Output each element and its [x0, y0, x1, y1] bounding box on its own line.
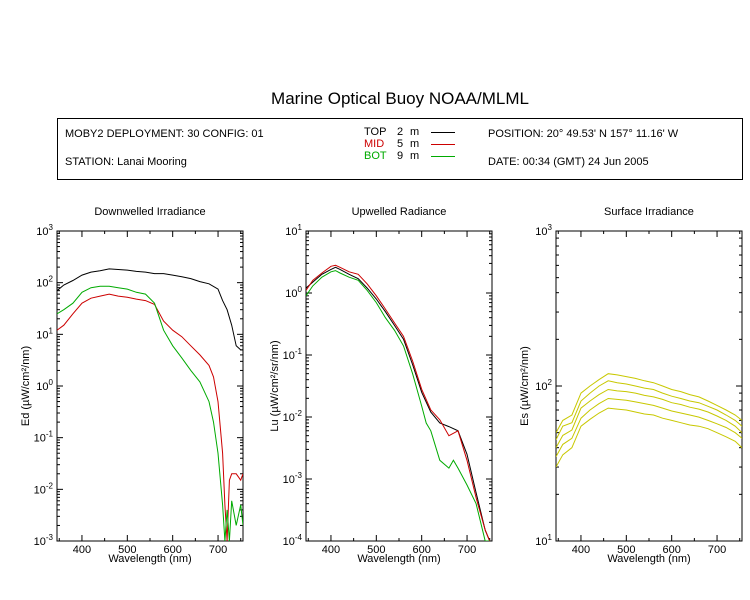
chart-title: Upwelled Radiance: [352, 206, 447, 218]
y-tick-label: 101: [36, 326, 53, 341]
chart-2: Surface Irradiance 101 102 103 400 500 600 700 W…: [519, 206, 743, 565]
x-tick-label: 700: [708, 544, 726, 556]
chart-1: Upwelled Radiance 10-4 10-3 10-2 10-1 100 101 4…: [269, 206, 493, 565]
y-axis-label: Lu (µW/cm²/sr/nm): [269, 340, 281, 431]
legend-mid-unit: m: [410, 138, 420, 150]
series-line-top: [57, 268, 243, 351]
series-line-bot: [57, 285, 243, 541]
x-tick-label: 700: [209, 544, 227, 556]
legend-bot-name: BOT: [364, 150, 387, 162]
y-tick-label: 102: [535, 378, 552, 393]
x-tick-label: 400: [572, 544, 590, 556]
legend-top-depth: 2: [397, 126, 404, 138]
x-tick-label: 600: [413, 544, 431, 556]
legend-mid-depth: 5: [397, 138, 404, 150]
y-tick-label: 100: [285, 285, 302, 300]
legend-mid-line: [431, 144, 455, 145]
x-tick-label: 400: [322, 544, 340, 556]
y-tick-label: 10-1: [34, 430, 54, 445]
chart-0: Downwelled Irradiance 10-3 10-2 10-1 100 101 1…: [20, 206, 244, 565]
plot-frame: [305, 230, 493, 542]
y-tick-label: 101: [535, 533, 552, 548]
page-title: Marine Optical Buoy NOAA/MLML: [271, 89, 529, 108]
legend-mid-name: MID: [364, 138, 385, 150]
y-tick-label: 102: [36, 275, 53, 290]
info-box: MOBY2 DEPLOYMENT: 30 CONFIG: 01 STATION:…: [57, 118, 743, 180]
chart-title: Surface Irradiance: [604, 206, 694, 218]
series-line-trace-1: [556, 380, 742, 441]
y-tick-label: 100: [36, 378, 53, 393]
legend-bot-unit: m: [410, 150, 420, 162]
y-tick-label: 103: [36, 223, 53, 238]
x-axis-label: Wavelength (nm): [108, 553, 191, 565]
series-line-bot: [306, 270, 490, 541]
y-tick-label: 101: [285, 223, 302, 238]
series-line-trace-4: [556, 407, 742, 468]
plot-frame: [555, 230, 743, 542]
x-tick-label: 500: [617, 544, 635, 556]
y-axis-label: Es (µW/cm²/nm): [519, 346, 531, 426]
legend-top-name: TOP: [364, 126, 387, 138]
x-tick-label: 400: [73, 544, 91, 556]
legend-bot-line: [431, 156, 455, 157]
x-tick-label: 500: [367, 544, 385, 556]
position-text: POSITION: 20° 49.53' N 157° 11.16' W: [488, 128, 679, 140]
y-tick-label: 10-3: [34, 533, 54, 548]
x-tick-label: 600: [164, 544, 182, 556]
y-tick-label: 103: [535, 223, 552, 238]
y-tick-label: 10-2: [34, 481, 54, 496]
station-text: STATION: Lanai Mooring: [65, 156, 187, 168]
date-text: DATE: 00:34 (GMT) 24 Jun 2005: [488, 156, 649, 168]
legend-bot-depth: 9: [397, 150, 404, 162]
chart-title: Downwelled Irradiance: [94, 206, 205, 218]
legend-top-unit: m: [410, 126, 420, 138]
y-tick-label: 10-1: [283, 347, 303, 362]
x-tick-label: 600: [663, 544, 681, 556]
deployment-text: MOBY2 DEPLOYMENT: 30 CONFIG: 01: [65, 128, 264, 140]
series-line-mid: [306, 264, 491, 541]
x-axis-label: Wavelength (nm): [357, 553, 440, 565]
series-line-trace-3: [556, 397, 742, 457]
series-line-mid: [57, 293, 243, 541]
y-tick-label: 10-2: [283, 409, 303, 424]
legend-top-line: [431, 132, 455, 133]
y-tick-label: 10-4: [283, 533, 303, 548]
series-line-trace-2: [556, 388, 742, 448]
y-tick-label: 10-3: [283, 471, 303, 486]
series-line-top: [306, 266, 491, 541]
x-axis-label: Wavelength (nm): [607, 553, 690, 565]
x-tick-label: 500: [118, 544, 136, 556]
x-tick-label: 700: [458, 544, 476, 556]
y-axis-label: Ed (µW/cm²/nm): [20, 346, 32, 426]
series-line-trace-0: [556, 373, 742, 433]
